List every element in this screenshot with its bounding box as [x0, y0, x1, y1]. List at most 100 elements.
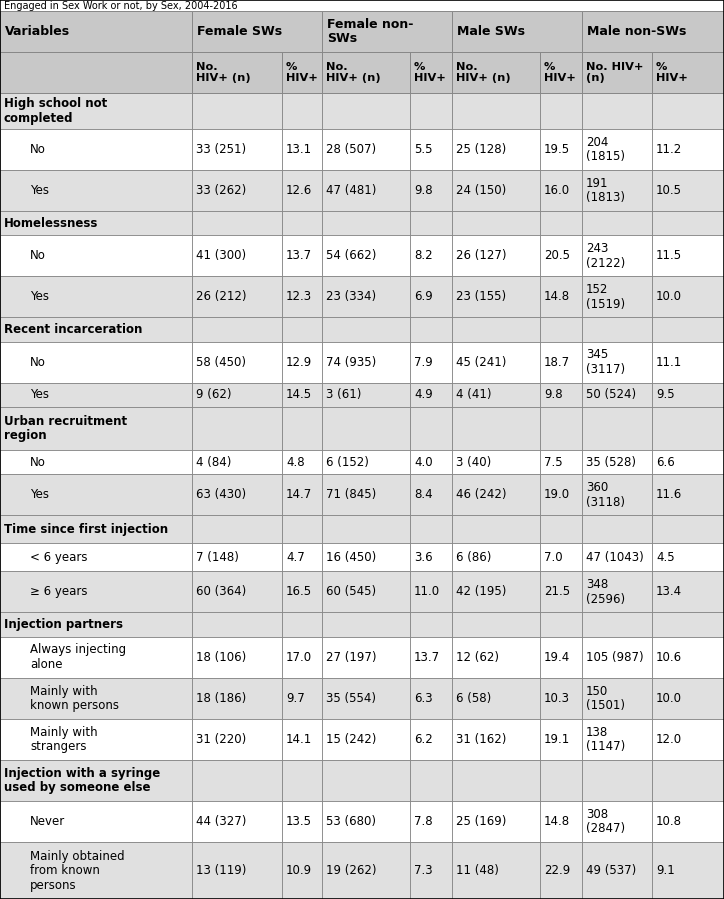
Bar: [0, 475, 192, 515]
Bar: [652, 317, 724, 342]
Bar: [0, 612, 192, 636]
Bar: [452, 842, 540, 899]
Bar: [452, 760, 540, 801]
Bar: [282, 842, 322, 899]
Bar: [282, 636, 322, 678]
Bar: [652, 801, 724, 842]
Bar: [192, 636, 282, 678]
Bar: [652, 93, 724, 129]
Bar: [652, 475, 724, 515]
Bar: [0, 842, 192, 899]
Text: 41 (300): 41 (300): [196, 249, 246, 263]
Bar: [540, 383, 582, 407]
Text: No. HIV+
(n): No. HIV+ (n): [586, 62, 644, 84]
Bar: [0, 572, 192, 612]
Bar: [192, 543, 282, 572]
Bar: [582, 842, 652, 899]
Text: 22.9: 22.9: [544, 864, 571, 877]
Bar: [410, 129, 452, 170]
Bar: [192, 317, 282, 342]
Bar: [0, 450, 192, 475]
Bar: [0, 678, 192, 719]
Bar: [192, 342, 282, 383]
Bar: [0, 317, 192, 342]
Bar: [652, 760, 724, 801]
Bar: [192, 407, 282, 450]
Bar: [652, 236, 724, 276]
Text: 45 (241): 45 (241): [456, 356, 506, 369]
Bar: [322, 515, 410, 543]
Bar: [0, 543, 192, 572]
Bar: [582, 475, 652, 515]
Bar: [582, 276, 652, 317]
Bar: [0, 170, 192, 211]
Bar: [452, 515, 540, 543]
Bar: [322, 52, 410, 93]
Bar: [582, 342, 652, 383]
Text: 25 (169): 25 (169): [456, 815, 506, 828]
Bar: [582, 383, 652, 407]
Bar: [452, 11, 582, 52]
Text: Time since first injection: Time since first injection: [4, 523, 168, 536]
Bar: [322, 801, 410, 842]
Bar: [540, 842, 582, 899]
Bar: [0, 211, 192, 236]
Bar: [540, 515, 582, 543]
Bar: [192, 211, 282, 236]
Bar: [0, 52, 192, 93]
Text: 10.3: 10.3: [544, 692, 570, 705]
Text: 7.5: 7.5: [544, 456, 563, 468]
Bar: [582, 543, 652, 572]
Text: 60 (545): 60 (545): [326, 585, 376, 599]
Bar: [582, 450, 652, 475]
Bar: [322, 612, 410, 636]
Bar: [410, 612, 452, 636]
Bar: [452, 129, 540, 170]
Bar: [192, 572, 282, 612]
Bar: [192, 760, 282, 801]
Bar: [0, 276, 192, 317]
Bar: [540, 719, 582, 760]
Text: Yes: Yes: [30, 488, 49, 502]
Text: 8.2: 8.2: [414, 249, 433, 263]
Bar: [652, 543, 724, 572]
Bar: [652, 612, 724, 636]
Bar: [322, 719, 410, 760]
Bar: [192, 0, 282, 11]
Text: Recent incarceration: Recent incarceration: [4, 323, 143, 336]
Text: Engaged in Sex Work or not, by Sex, 2004-2016: Engaged in Sex Work or not, by Sex, 2004…: [4, 1, 237, 11]
Bar: [582, 719, 652, 760]
Bar: [582, 719, 652, 760]
Bar: [452, 612, 540, 636]
Bar: [282, 276, 322, 317]
Text: 4.8: 4.8: [286, 456, 305, 468]
Bar: [282, 612, 322, 636]
Text: 35 (528): 35 (528): [586, 456, 636, 468]
Bar: [322, 543, 410, 572]
Text: 5.5: 5.5: [414, 143, 432, 156]
Bar: [452, 636, 540, 678]
Bar: [0, 719, 192, 760]
Text: 44 (327): 44 (327): [196, 815, 246, 828]
Bar: [582, 801, 652, 842]
Text: No.
HIV+ (n): No. HIV+ (n): [456, 62, 510, 84]
Text: %
HIV+: % HIV+: [286, 62, 318, 84]
Bar: [282, 543, 322, 572]
Text: No: No: [30, 456, 46, 468]
Bar: [582, 515, 652, 543]
Bar: [322, 475, 410, 515]
Bar: [192, 450, 282, 475]
Bar: [0, 407, 192, 450]
Bar: [652, 760, 724, 801]
Bar: [540, 612, 582, 636]
Bar: [540, 760, 582, 801]
Bar: [452, 276, 540, 317]
Bar: [192, 317, 282, 342]
Bar: [282, 450, 322, 475]
Bar: [652, 636, 724, 678]
Bar: [410, 52, 452, 93]
Bar: [282, 342, 322, 383]
Bar: [0, 719, 192, 760]
Text: 31 (162): 31 (162): [456, 733, 506, 746]
Bar: [540, 612, 582, 636]
